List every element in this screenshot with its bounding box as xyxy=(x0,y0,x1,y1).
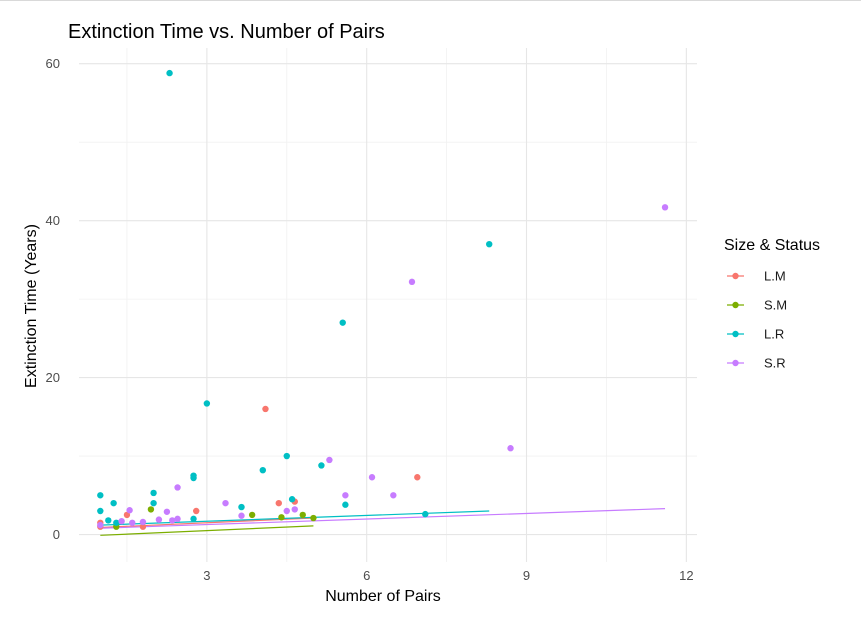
x-axis-ticks: 3 6 9 12 xyxy=(203,568,693,583)
data-point-s-r xyxy=(129,519,136,526)
data-point-l-m xyxy=(139,523,147,530)
trend-line-s-r xyxy=(100,508,666,529)
data-point-s-r xyxy=(126,507,133,514)
legend-marker-l-r xyxy=(732,330,739,338)
data-point-l-r xyxy=(238,503,245,511)
data-point-s-r xyxy=(342,492,349,499)
x-tick-label: 12 xyxy=(679,568,693,583)
data-points xyxy=(97,69,669,530)
data-point-l-r xyxy=(283,452,290,460)
data-point-l-r xyxy=(288,496,296,503)
x-tick-label: 9 xyxy=(523,568,530,583)
legend-title: Size & Status xyxy=(724,237,820,254)
x-axis-title: Number of Pairs xyxy=(325,588,441,605)
x-tick-label: 6 xyxy=(363,568,370,583)
trend-line-l-m xyxy=(100,517,314,529)
legend-key-s-r: S.R xyxy=(727,356,786,371)
legend-key-s-m: S.M xyxy=(727,298,787,313)
data-point-l-m xyxy=(414,474,421,481)
data-point-s-r xyxy=(222,499,229,507)
x-tick-label: 3 xyxy=(203,568,210,583)
data-point-l-r xyxy=(105,517,112,524)
legend-key-l-r: L.R xyxy=(727,327,784,342)
data-point-s-r xyxy=(291,506,298,513)
data-point-l-r xyxy=(203,400,211,407)
y-tick-label: 0 xyxy=(53,527,60,542)
data-point-s-r xyxy=(661,204,669,211)
y-tick-label: 60 xyxy=(46,56,60,71)
data-point-s-r xyxy=(169,517,176,524)
data-point-s-m xyxy=(310,514,317,522)
legend-keys: L.M S.M L.R S.R xyxy=(727,269,787,371)
data-point-s-m xyxy=(299,511,306,519)
data-point-l-r xyxy=(97,507,104,515)
data-point-l-r xyxy=(110,499,117,507)
top-divider xyxy=(0,0,861,1)
data-point-s-r xyxy=(174,484,181,491)
chart-title: Extinction Time vs. Number of Pairs xyxy=(68,21,385,43)
data-point-l-m xyxy=(123,511,131,519)
y-tick-label: 20 xyxy=(46,370,60,385)
y-axis-title: Extinction Time (Years) xyxy=(23,224,40,388)
legend-marker-l-m xyxy=(732,272,739,280)
data-point-s-r xyxy=(174,515,181,523)
data-point-l-r xyxy=(190,474,197,482)
data-point-s-r xyxy=(408,278,416,286)
legend-marker-s-m xyxy=(732,301,739,309)
data-point-l-m xyxy=(275,499,282,507)
legend-label-l-r: L.R xyxy=(764,327,784,342)
legend: Size & Status L.M S.M L.R S.R xyxy=(724,237,820,371)
data-point-s-r xyxy=(283,507,290,515)
data-point-l-r xyxy=(259,466,267,474)
data-point-l-r xyxy=(97,492,104,499)
data-point-l-r xyxy=(422,510,429,518)
data-point-l-r xyxy=(150,489,157,497)
data-point-l-r xyxy=(166,69,173,77)
legend-label-l-m: L.M xyxy=(764,269,786,284)
data-point-s-r xyxy=(155,516,163,523)
legend-marker-s-r xyxy=(732,359,739,367)
data-point-l-r xyxy=(113,519,120,526)
y-tick-label: 40 xyxy=(46,213,60,228)
data-point-s-r xyxy=(118,517,125,525)
data-point-s-r xyxy=(97,521,104,529)
data-point-l-r xyxy=(342,501,349,508)
legend-label-s-r: S.R xyxy=(764,356,786,371)
legend-label-s-m: S.M xyxy=(764,298,787,313)
data-point-s-r xyxy=(238,512,245,519)
data-point-l-m xyxy=(262,405,269,413)
data-point-l-r xyxy=(150,499,157,507)
data-point-s-r xyxy=(139,518,147,526)
data-point-l-r xyxy=(190,515,197,523)
data-point-s-r xyxy=(326,456,333,464)
legend-key-l-m: L.M xyxy=(727,269,786,284)
data-point-l-r xyxy=(486,240,493,248)
data-point-s-r xyxy=(368,474,376,481)
data-point-l-r xyxy=(339,319,346,326)
gridlines xyxy=(79,48,697,562)
trend-line-s-m xyxy=(100,525,314,536)
data-point-s-r xyxy=(163,508,171,515)
trend-lines xyxy=(100,508,666,536)
data-point-l-r xyxy=(318,462,325,469)
data-point-s-m xyxy=(147,506,155,513)
data-point-l-m xyxy=(193,507,200,515)
data-point-s-m xyxy=(248,511,256,519)
data-point-s-m xyxy=(278,514,285,521)
y-axis-ticks: 0 20 40 60 xyxy=(46,56,60,542)
data-point-s-r xyxy=(390,492,397,499)
data-point-s-r xyxy=(507,445,514,452)
